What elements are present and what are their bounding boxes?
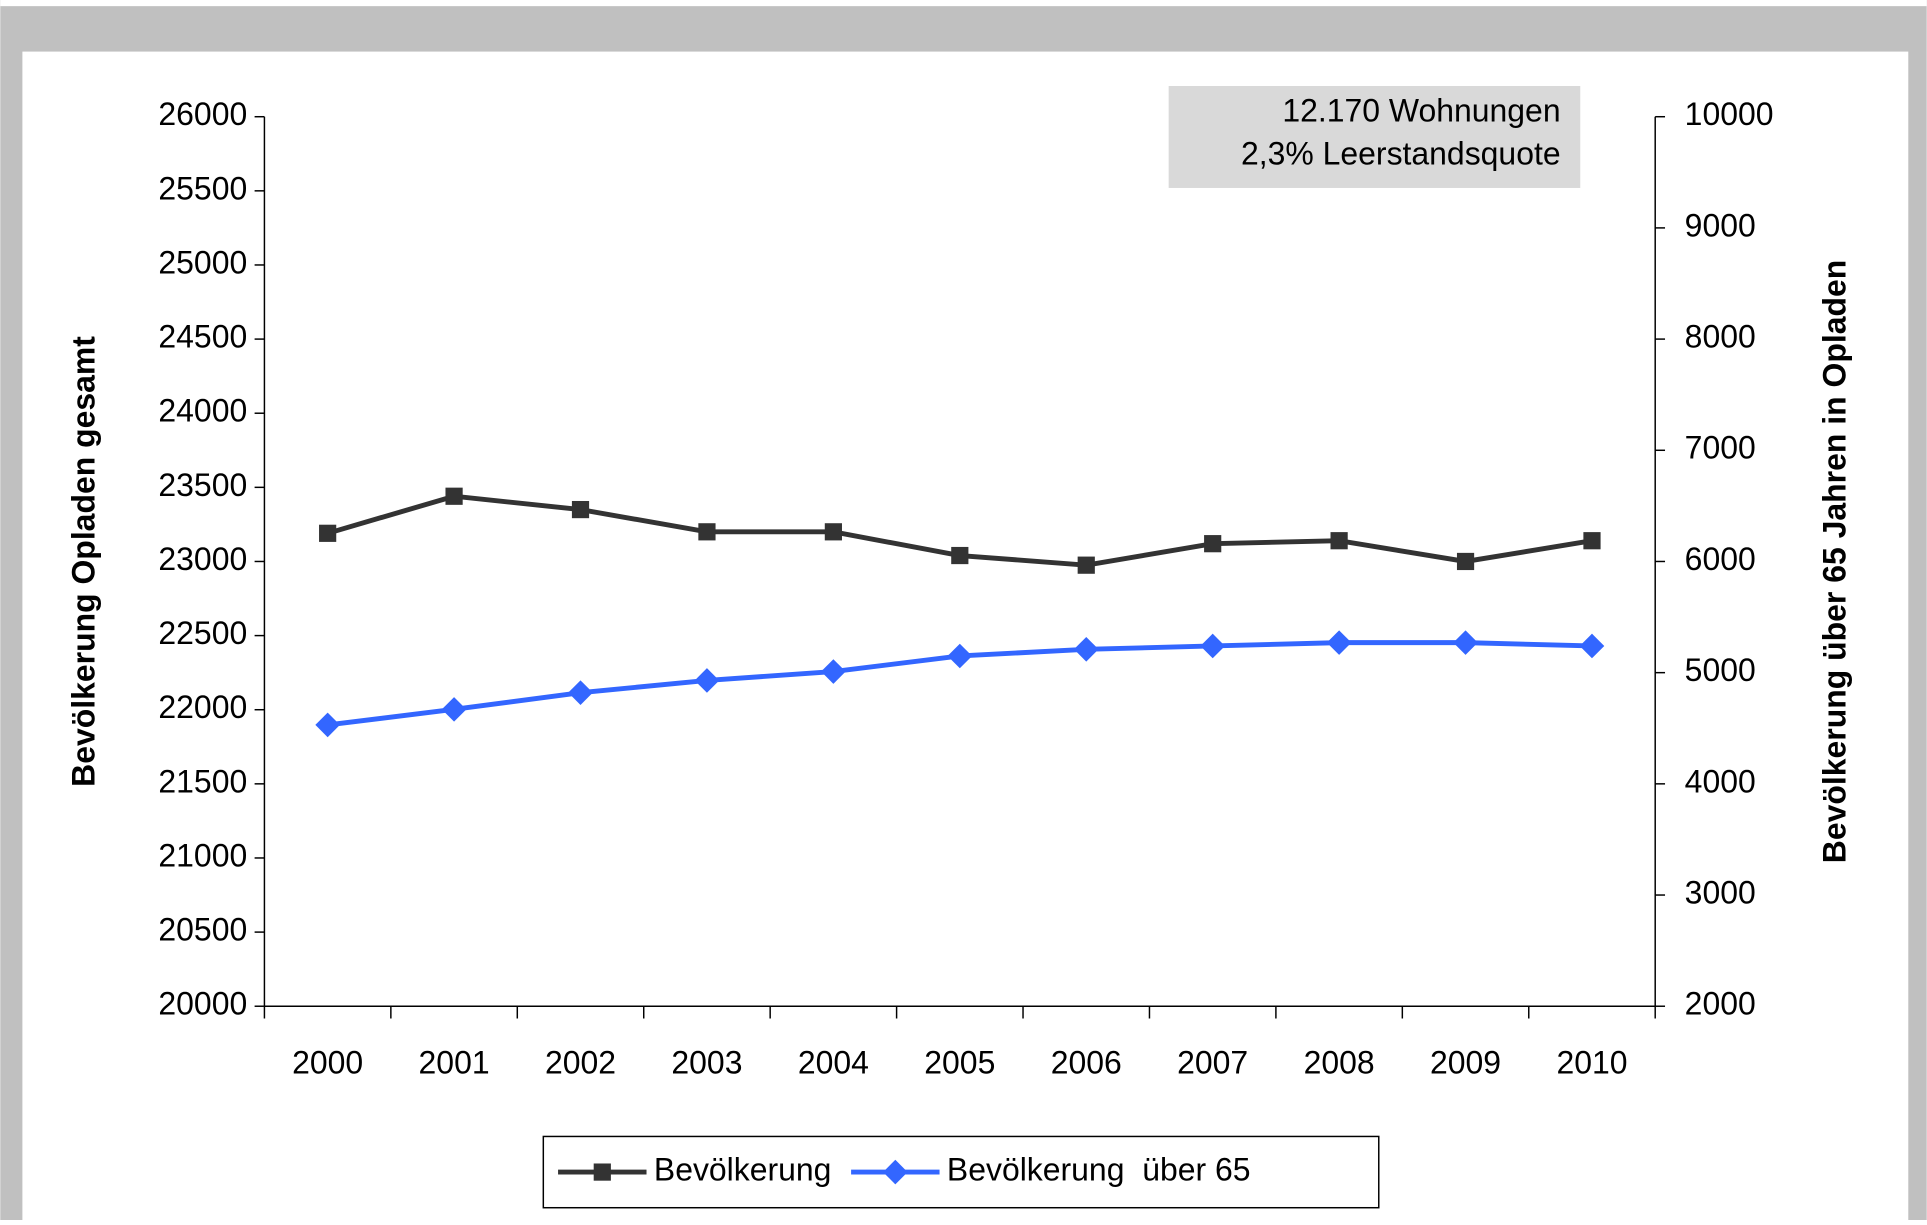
y-tick-label: 21000: [158, 837, 247, 873]
y-tick-label: 23000: [158, 541, 247, 577]
x-tick-label: 2002: [545, 1045, 616, 1081]
x-tick-label: 2010: [1556, 1045, 1627, 1081]
marker: [947, 643, 973, 669]
y2-tick-label: 9000: [1685, 207, 1756, 243]
y-tick-label: 26000: [158, 96, 247, 132]
y2-tick-label: 4000: [1685, 763, 1756, 799]
y-tick-label: 23500: [158, 467, 247, 503]
y-axis-title: Bevölkerung Opladen gesamt: [66, 336, 102, 787]
marker: [824, 523, 842, 541]
marker: [1579, 633, 1605, 659]
y-tick-label: 22000: [158, 689, 247, 725]
legend-label: Bevölkerung über 65: [947, 1152, 1251, 1188]
marker: [441, 697, 467, 722]
legend: [542, 1135, 1380, 1209]
top-edge: [0, 0, 1927, 7]
marker: [445, 487, 463, 505]
legend-label: Bevölkerung: [654, 1152, 832, 1188]
x-tick-label: 2004: [798, 1045, 869, 1081]
y2-axis-title: Bevölkerung über 65 Jahren in Opladen: [1816, 260, 1852, 863]
marker: [1453, 630, 1478, 655]
marker: [571, 500, 590, 519]
y2-tick-label: 5000: [1685, 652, 1756, 688]
x-tick-label: 2005: [924, 1045, 995, 1081]
annotation: 12.170 Wohnungen: [1282, 92, 1560, 128]
y2-tick-label: 7000: [1685, 430, 1756, 466]
marker: [1200, 633, 1225, 659]
annotation-box: [1168, 86, 1581, 188]
y2-tick-label: 3000: [1685, 874, 1756, 910]
y-tick-label: 20000: [158, 986, 247, 1022]
y-tick-label: 20500: [158, 912, 247, 948]
marker: [319, 524, 337, 542]
y-tick-label: 25000: [158, 244, 247, 280]
marker: [951, 546, 969, 565]
marker: [1456, 552, 1475, 571]
x-tick-label: 2001: [419, 1045, 490, 1081]
marker: [1077, 556, 1095, 574]
y-tick-label: 25500: [158, 170, 247, 206]
marker: [1326, 630, 1352, 655]
x-tick-label: 2008: [1304, 1045, 1375, 1081]
marker: [568, 680, 593, 705]
marker: [315, 712, 340, 738]
y-tick-label: 24500: [158, 319, 247, 355]
y-tick-label: 22500: [158, 615, 247, 651]
marker: [1204, 535, 1222, 553]
y2-tick-label: 6000: [1685, 541, 1756, 577]
y2-tick-label: 8000: [1685, 319, 1756, 355]
x-tick-label: 2000: [292, 1045, 363, 1081]
marker: [698, 523, 716, 541]
annotation: 2,3% Leerstandsquote: [1241, 135, 1561, 171]
marker: [694, 668, 720, 693]
marker: [1073, 637, 1099, 662]
y2-tick-label: 2000: [1685, 986, 1756, 1022]
y2-tick-label: 10000: [1685, 96, 1774, 132]
marker: [883, 1159, 908, 1185]
y-tick-label: 24000: [158, 393, 247, 429]
marker: [821, 659, 846, 684]
x-tick-label: 2006: [1051, 1045, 1122, 1081]
x-tick-label: 2003: [671, 1045, 742, 1081]
marker: [593, 1163, 611, 1181]
x-tick-label: 2009: [1430, 1045, 1501, 1081]
x-tick-label: 2007: [1177, 1045, 1248, 1081]
marker: [1330, 532, 1348, 550]
marker: [1583, 532, 1601, 550]
y-tick-label: 21500: [158, 763, 247, 799]
